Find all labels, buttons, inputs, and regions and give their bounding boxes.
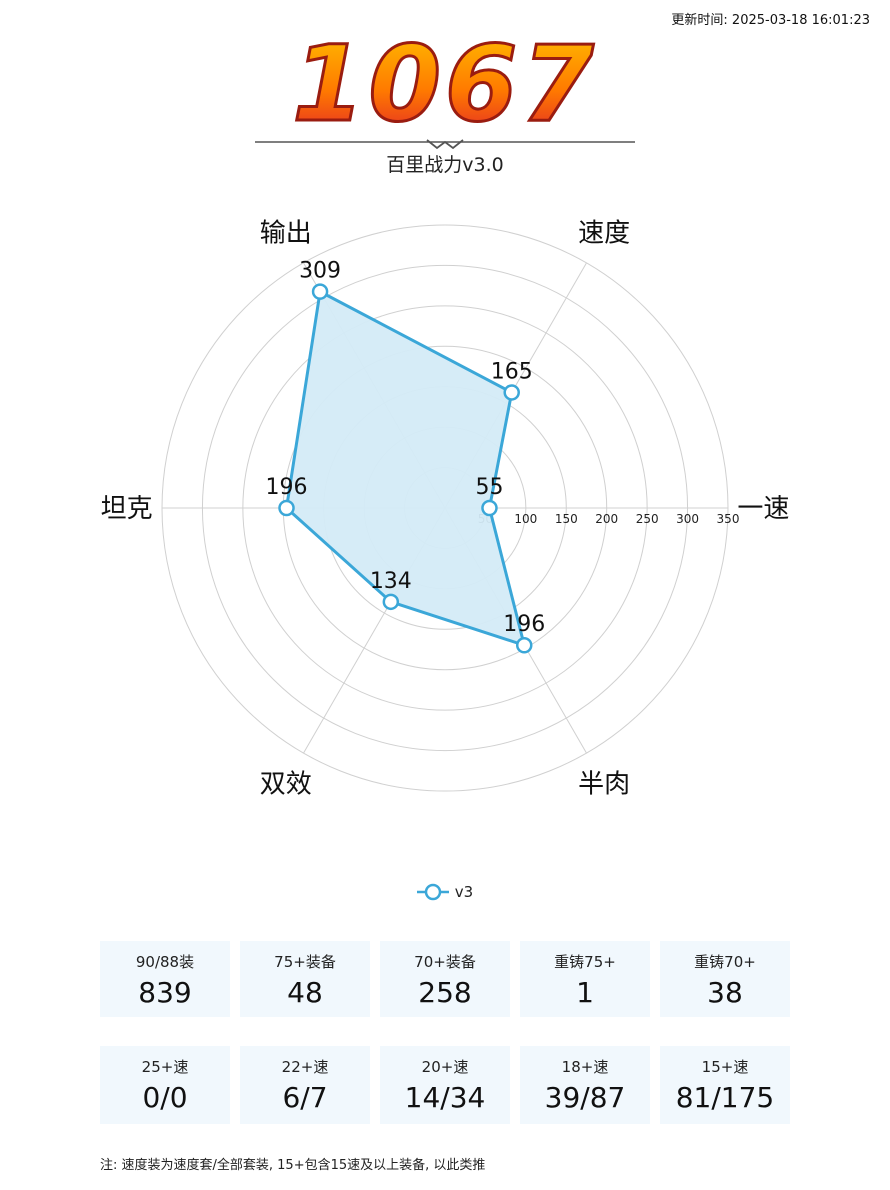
axis-label: 速度 xyxy=(578,218,630,248)
stat-label: 重铸70+ xyxy=(694,953,756,971)
data-label: 309 xyxy=(299,259,341,284)
ring-tick-label: 250 xyxy=(636,512,659,526)
data-label: 134 xyxy=(370,569,412,594)
stat-value: 258 xyxy=(418,976,472,1009)
radar-chart: 50100150200250300350速度一速半肉双效坦克输出16555196… xyxy=(101,218,790,800)
stat-value: 6/7 xyxy=(282,1081,328,1114)
legend-marker-icon xyxy=(416,883,449,901)
stat-label: 70+装备 xyxy=(414,953,476,971)
data-point xyxy=(481,499,498,517)
stats-speed: 25+速 0/0 22+速 6/7 20+速 14/34 18+速 39/87 15+速… xyxy=(100,1046,790,1124)
score-logo: 1067 xyxy=(291,22,597,141)
ring-tick-label: 350 xyxy=(717,512,740,526)
stat-label: 22+速 xyxy=(281,1058,329,1076)
ring-tick-label: 150 xyxy=(555,512,578,526)
stat-label: 18+速 xyxy=(561,1058,609,1076)
stat-card: 22+速 6/7 xyxy=(240,1046,370,1124)
data-point xyxy=(503,384,520,401)
data-point xyxy=(515,636,533,654)
ring-tick-label: 300 xyxy=(676,512,699,526)
legend-label: v3 xyxy=(454,883,474,901)
stat-card: 18+速 39/87 xyxy=(520,1046,650,1124)
axis-label: 双效 xyxy=(260,770,312,800)
footnote: 注: 速度装为速度套/全部套装, 15+包含15速及以上装备, 以此类推 xyxy=(100,1158,486,1173)
data-point xyxy=(278,499,295,517)
title-divider xyxy=(255,139,635,150)
stat-card: 70+装备 258 xyxy=(380,941,510,1017)
stat-value: 839 xyxy=(138,976,192,1009)
stat-label: 90/88装 xyxy=(135,953,195,971)
data-label: 165 xyxy=(491,359,533,384)
data-label: 196 xyxy=(503,612,545,637)
score-value: 1067 xyxy=(292,23,597,140)
divider-ornament-icon xyxy=(426,139,464,150)
chart-legend: v3 xyxy=(0,880,890,904)
axis-label: 坦克 xyxy=(101,494,153,524)
stats-equipment: 90/88装 839 75+装备 48 70+装备 258 重铸75+ 1 重铸70+ 3… xyxy=(100,941,790,1017)
data-label: 55 xyxy=(475,475,503,500)
stat-label: 75+装备 xyxy=(274,953,336,971)
stat-card: 重铸75+ 1 xyxy=(520,941,650,1017)
stat-card: 90/88装 839 xyxy=(100,941,230,1017)
stat-value: 38 xyxy=(707,976,743,1009)
ring-tick-label: 200 xyxy=(595,512,618,526)
ring-tick-label: 100 xyxy=(514,512,537,526)
stat-value: 48 xyxy=(287,976,323,1009)
stat-value: 0/0 xyxy=(142,1081,188,1114)
stat-value: 39/87 xyxy=(544,1081,626,1114)
stat-card: 重铸70+ 38 xyxy=(660,941,790,1017)
axis-label: 输出 xyxy=(260,218,312,248)
stat-value: 81/175 xyxy=(675,1081,775,1114)
stat-value: 1 xyxy=(576,976,594,1009)
stat-value: 14/34 xyxy=(404,1081,486,1114)
score-title: 百里战力v3.0 xyxy=(386,154,504,176)
stat-card: 25+速 0/0 xyxy=(100,1046,230,1124)
stat-label: 15+速 xyxy=(701,1058,749,1076)
data-point xyxy=(311,283,329,300)
axis-label: 一速 xyxy=(737,494,789,524)
stat-label: 20+速 xyxy=(421,1058,469,1076)
stat-label: 重铸75+ xyxy=(554,953,616,971)
axis-label: 半肉 xyxy=(578,770,630,800)
stat-card: 15+速 81/175 xyxy=(660,1046,790,1124)
stat-label: 25+速 xyxy=(141,1058,189,1076)
data-label: 196 xyxy=(266,475,308,500)
data-point xyxy=(382,593,400,611)
stat-card: 20+速 14/34 xyxy=(380,1046,510,1124)
update-time: 更新时间: 2025-03-18 16:01:23 xyxy=(671,13,870,28)
stat-card: 75+装备 48 xyxy=(240,941,370,1017)
